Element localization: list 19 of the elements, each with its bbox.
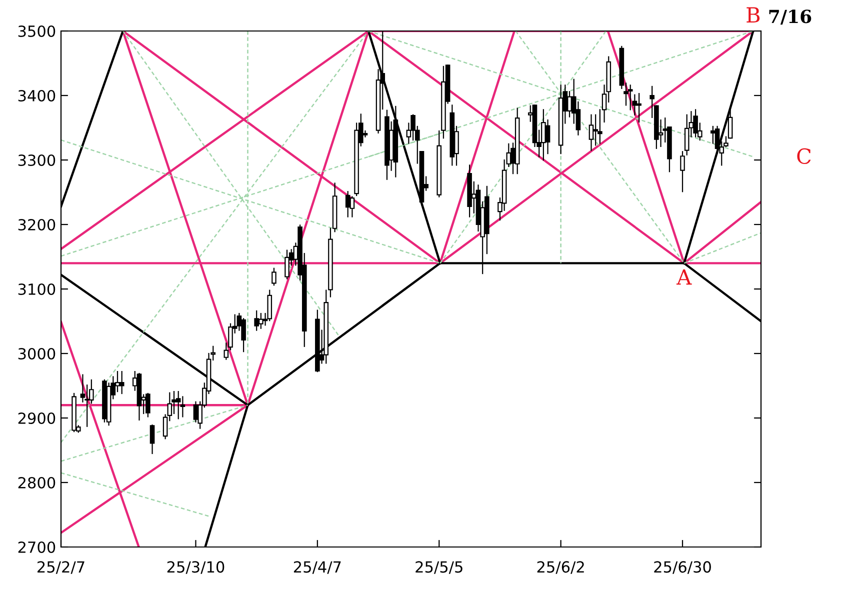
y-tick-label: 2800 [18,476,56,489]
annotation: A [676,269,692,285]
y-tick-label: 2900 [18,412,56,424]
x-tick-label: 25/6/30 [654,561,711,574]
x-tick-label: 25/6/2 [537,561,584,574]
y-tick-label: 3300 [18,154,56,166]
y-tick-label: 3400 [18,90,56,102]
text: 7/16 [769,10,812,25]
text: C [797,148,811,164]
y-tick-label: 3100 [18,283,56,296]
y-tick-label: 3200 [18,218,56,231]
x-tick-label: 25/2/7 [38,561,84,574]
y-tick-label: 2700 [18,541,56,554]
x-tick-label: 25/5/5 [416,561,462,574]
y-tick-label: 3500 [18,25,56,38]
x-tick-label: 25/3/10 [167,561,224,574]
x-tick-label: 25/4/7 [294,561,341,574]
y-tick-label: 3000 [18,348,56,360]
annotation: B [746,7,760,22]
